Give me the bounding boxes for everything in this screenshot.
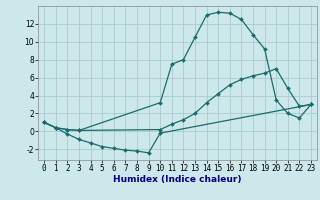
X-axis label: Humidex (Indice chaleur): Humidex (Indice chaleur) bbox=[113, 175, 242, 184]
